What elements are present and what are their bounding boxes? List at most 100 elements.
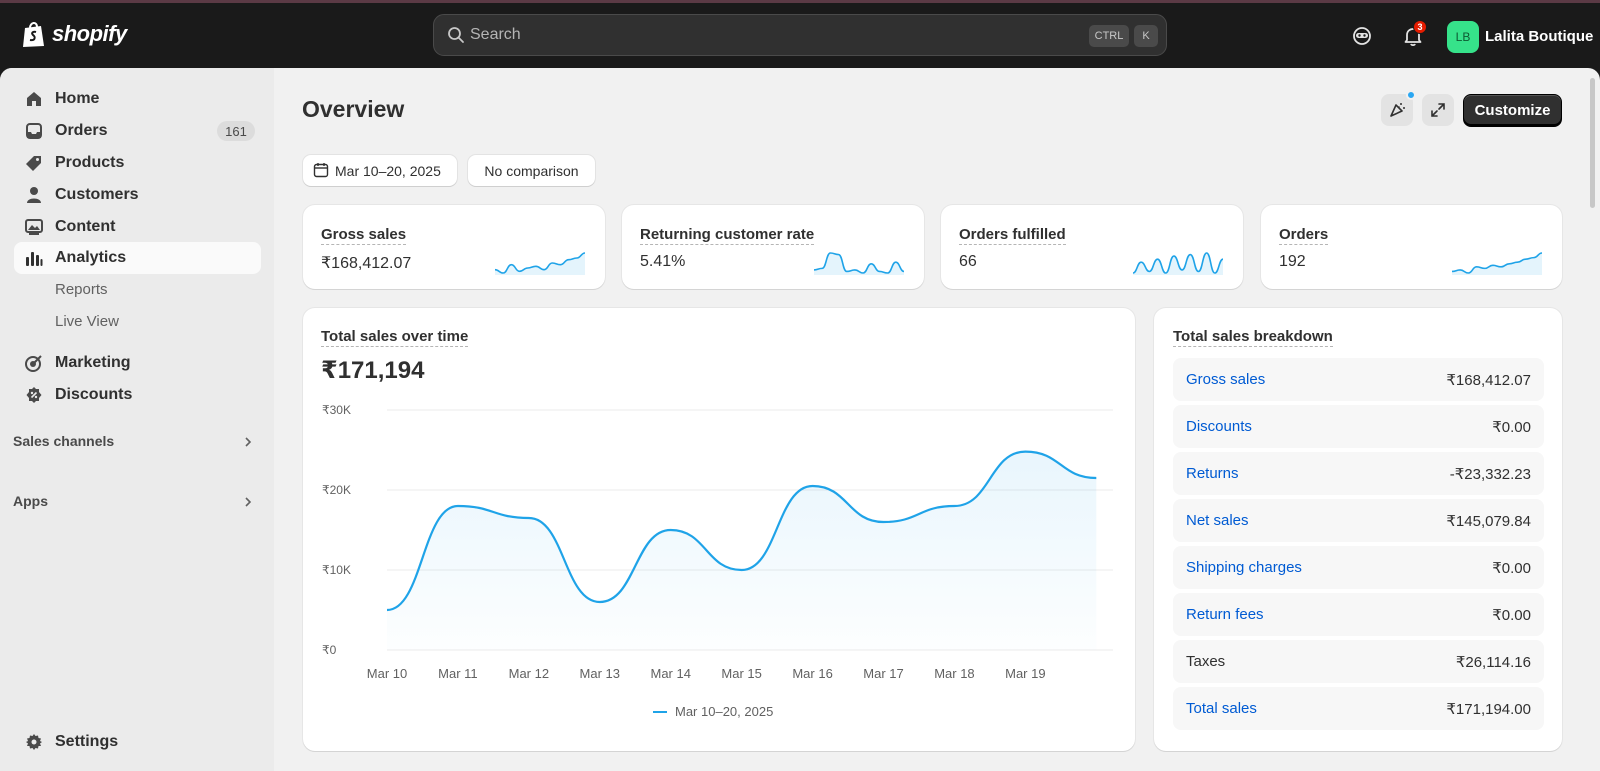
y-tick-label: ₹20K bbox=[322, 483, 351, 497]
breakdown-row-label[interactable]: Returns bbox=[1186, 465, 1239, 482]
x-tick-label: Mar 13 bbox=[580, 666, 620, 681]
search-bar[interactable]: CTRL K bbox=[433, 14, 1167, 56]
kpi-card-gross-sales[interactable]: Gross sales ₹168,412.07 bbox=[303, 205, 605, 289]
comparison-picker[interactable]: No comparison bbox=[468, 155, 595, 186]
sidebar-item-label: Live View bbox=[55, 313, 119, 330]
sidebar-item-label: Products bbox=[55, 154, 125, 171]
breakdown-row-value: ₹0.00 bbox=[1492, 607, 1531, 624]
sidebar-item-home[interactable]: Home bbox=[14, 83, 261, 115]
breakdown-row[interactable]: Gross sales ₹168,412.07 bbox=[1173, 358, 1544, 401]
page-scrollbar[interactable] bbox=[1590, 78, 1595, 208]
home-icon bbox=[27, 92, 41, 106]
sidebar-item-label: Content bbox=[55, 218, 116, 235]
sidebar-item-orders[interactable]: Orders 161 bbox=[14, 115, 261, 147]
breakdown-row-label[interactable]: Discounts bbox=[1186, 418, 1252, 435]
breakdown-row-label[interactable]: Shipping charges bbox=[1186, 559, 1302, 576]
breakdown-title[interactable]: Total sales breakdown bbox=[1173, 328, 1333, 347]
sidebar-item-label: Home bbox=[55, 90, 100, 107]
shopify-bag-icon bbox=[23, 22, 44, 47]
notification-badge: 3 bbox=[1413, 20, 1427, 34]
y-tick-label: ₹0 bbox=[322, 643, 337, 657]
sidebar-section-sales-channels[interactable]: Sales channels bbox=[13, 430, 261, 454]
sidebar-item-analytics[interactable]: Analytics bbox=[14, 242, 261, 274]
chevron-right-icon bbox=[245, 497, 252, 507]
breakdown-row-value: ₹0.00 bbox=[1492, 560, 1531, 577]
date-range-picker[interactable]: Mar 10–20, 2025 bbox=[303, 155, 457, 186]
series-line[interactable] bbox=[386, 450, 1097, 612]
sparkline-line bbox=[1452, 252, 1542, 274]
breakdown-row-label[interactable]: Return fees bbox=[1186, 606, 1264, 623]
kpi-card-returning-customer-rate[interactable]: Returning customer rate 5.41% bbox=[622, 205, 924, 289]
sidebar-item-marketing[interactable]: Marketing bbox=[14, 347, 261, 379]
sparkline-line bbox=[495, 252, 585, 274]
breakdown-row[interactable]: Returns -₹23,332.23 bbox=[1173, 452, 1544, 495]
breakdown-row-label[interactable]: Total sales bbox=[1186, 700, 1257, 717]
chart-title[interactable]: Total sales over time bbox=[321, 328, 469, 347]
kpi-sparkline bbox=[814, 252, 904, 275]
orders-icon bbox=[26, 123, 42, 139]
x-tick-label: Mar 19 bbox=[1005, 666, 1045, 681]
search-input[interactable] bbox=[470, 15, 1030, 55]
kpi-card-orders-fulfilled[interactable]: Orders fulfilled 66 bbox=[941, 205, 1243, 289]
sidebar-item-products[interactable]: Products bbox=[14, 147, 261, 179]
x-tick-label: Mar 11 bbox=[438, 666, 478, 681]
calendar-icon bbox=[313, 163, 329, 178]
image-icon bbox=[25, 219, 43, 235]
y-tick-label: ₹30K bbox=[322, 403, 351, 417]
kpi-label: Orders bbox=[1279, 226, 1329, 245]
window-top-accent bbox=[0, 0, 1600, 3]
top-bar: shopify CTRL K 3 LB Lalita Boutique bbox=[0, 3, 1600, 68]
search-icon bbox=[448, 27, 464, 43]
breakdown-row-value: -₹23,332.23 bbox=[1449, 466, 1531, 483]
kpi-value: ₹168,412.07 bbox=[321, 255, 412, 272]
customize-button[interactable]: Customize bbox=[1463, 94, 1562, 127]
breakdown-row-value: ₹168,412.07 bbox=[1446, 372, 1531, 389]
sparkline-line bbox=[814, 252, 904, 274]
chart-legend[interactable]: Mar 10–20, 2025 bbox=[653, 704, 773, 719]
breakdown-row-value: ₹26,114.16 bbox=[1455, 654, 1531, 671]
breakdown-row: Taxes ₹26,114.16 bbox=[1173, 640, 1544, 683]
breakdown-row[interactable]: Discounts ₹0.00 bbox=[1173, 405, 1544, 448]
sidebar-item-label: Reports bbox=[55, 281, 108, 298]
expand-icon bbox=[1431, 103, 1445, 117]
sidebar-section-apps[interactable]: Apps bbox=[13, 490, 261, 514]
sidebar: Home Orders 161 Products Customers Conte… bbox=[0, 68, 274, 771]
sparkline-area bbox=[495, 253, 585, 275]
sparkline-area bbox=[814, 253, 904, 275]
sidebar-item-reports[interactable]: Reports bbox=[14, 274, 261, 306]
shopify-logo[interactable]: shopify bbox=[22, 20, 127, 48]
sparkle-icon bbox=[1390, 103, 1405, 117]
breakdown-row-label[interactable]: Net sales bbox=[1186, 512, 1249, 529]
legend-label: Mar 10–20, 2025 bbox=[675, 704, 774, 719]
kpi-card-orders[interactable]: Orders 192 bbox=[1261, 205, 1562, 289]
person-icon bbox=[27, 187, 41, 203]
sidekick-icon[interactable] bbox=[1351, 25, 1373, 47]
kpi-label: Orders fulfilled bbox=[959, 226, 1066, 245]
sidebar-item-label: Customers bbox=[55, 186, 139, 203]
x-tick-label: Mar 17 bbox=[863, 666, 903, 681]
x-tick-label: Mar 14 bbox=[650, 666, 690, 681]
kpi-label: Returning customer rate bbox=[640, 226, 815, 245]
breakdown-row[interactable]: Total sales ₹171,194.00 bbox=[1173, 687, 1544, 730]
total-sales-chart: ₹0 ₹10K ₹20K ₹30K Mar 10 Mar 11 Mar 12 Mar 13 M… bbox=[322, 403, 1113, 681]
breakdown-row[interactable]: Return fees ₹0.00 bbox=[1173, 593, 1544, 636]
breakdown-row-label[interactable]: Gross sales bbox=[1186, 371, 1266, 388]
sparkline-line bbox=[1133, 252, 1223, 274]
sidebar-item-live-view[interactable]: Live View bbox=[14, 306, 261, 338]
kpi-sparkline bbox=[1452, 252, 1542, 275]
shortcut-key-ctrl: CTRL bbox=[1089, 25, 1129, 47]
sidebar-item-label: Orders bbox=[55, 122, 108, 139]
breakdown-row[interactable]: Shipping charges ₹0.00 bbox=[1173, 546, 1544, 589]
avatar[interactable]: LB bbox=[1447, 21, 1479, 53]
store-name[interactable]: Lalita Boutique bbox=[1485, 28, 1594, 45]
page-title: Overview bbox=[302, 96, 405, 122]
sidebar-item-discounts[interactable]: Discounts bbox=[14, 379, 261, 411]
y-tick-label: ₹10K bbox=[322, 563, 351, 577]
sidebar-item-settings[interactable]: Settings bbox=[14, 726, 261, 758]
x-tick-label: Mar 10 bbox=[367, 666, 407, 681]
sidebar-item-customers[interactable]: Customers bbox=[14, 179, 261, 211]
series-area bbox=[387, 451, 1097, 650]
fullscreen-button[interactable] bbox=[1422, 94, 1454, 126]
sidebar-item-content[interactable]: Content bbox=[14, 211, 261, 243]
breakdown-row[interactable]: Net sales ₹145,079.84 bbox=[1173, 499, 1544, 542]
